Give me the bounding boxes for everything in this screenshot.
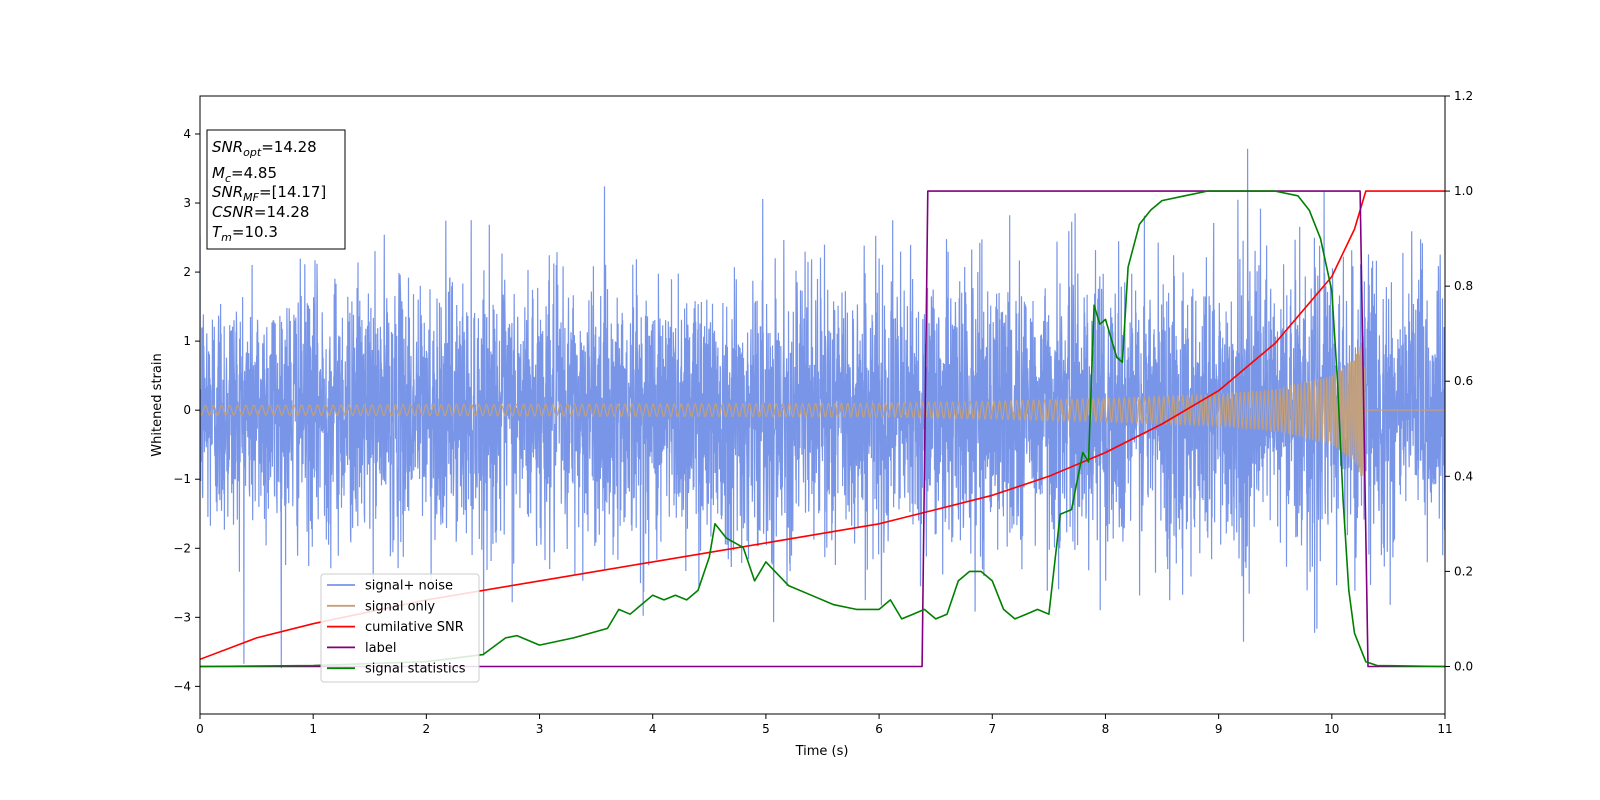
x-tick-label: 0 (196, 722, 204, 736)
annotation-base: SNR (212, 183, 243, 201)
x-tick-label: 9 (1215, 722, 1223, 736)
x-tick-label: 7 (988, 722, 996, 736)
y-right-tick-label: 0.6 (1454, 374, 1473, 388)
series-label-line (200, 190, 1445, 668)
annotation-value: =14.28 (261, 138, 317, 156)
y-right-tick-label: 1.2 (1454, 89, 1473, 103)
y-left-tick-label: 1 (183, 334, 191, 348)
x-tick-label: 1 (309, 722, 317, 736)
legend-signal-only-label: signal only (365, 599, 435, 614)
annotation-line: SNRopt=14.28 (212, 138, 317, 159)
legend-cumulative-snr-label: cumilative SNR (365, 620, 464, 635)
x-tick-label: 6 (875, 722, 883, 736)
annotation-value: =10.3 (232, 223, 278, 241)
series-signal-only-line (200, 341, 1445, 477)
x-axis: 0 1 2 3 4 5 6 7 8 9 10 11 (196, 714, 1453, 736)
legend-frame (320, 573, 480, 683)
annotation-subscript: c (225, 172, 231, 185)
y-right-tick-label: 0.8 (1454, 279, 1473, 293)
annotation-frame (206, 129, 346, 250)
x-tick-label: 11 (1437, 722, 1452, 736)
y-axis-right: 0.0 0.2 0.4 0.6 0.8 1.0 1.2 (1445, 89, 1473, 673)
legend-signal-statistics-label: signal statistics (365, 662, 466, 677)
series-signal-statistics-line (200, 190, 1445, 668)
y-right-tick-label: 0.0 (1454, 659, 1473, 673)
y-left-tick-label: 0 (183, 403, 191, 417)
annotation-box: SNRopt=14.28Mc=4.85SNRMF=[14.17]CSNR=14.… (206, 129, 346, 250)
annotation-value: =14.28 (254, 203, 310, 221)
annotation-line: CSNR=14.28 (212, 203, 309, 221)
x-tick-label: 5 (762, 722, 770, 736)
annotation-subscript: m (221, 231, 232, 244)
annotation-value: =[14.17] (259, 183, 326, 201)
y-axis-label: Whitened strain (150, 353, 165, 456)
x-tick-label: 4 (649, 722, 657, 736)
y-left-tick-label: 3 (183, 196, 191, 210)
legend-signal-noise-label: signal+ noise (365, 579, 453, 594)
y-axis-left: −4 −3 −2 −1 0 1 2 3 4 (173, 127, 200, 693)
annotation-base: T (212, 223, 223, 241)
y-right-tick-label: 0.2 (1454, 564, 1473, 578)
y-right-tick-label: 1.0 (1454, 184, 1473, 198)
x-tick-label: 3 (536, 722, 544, 736)
x-tick-label: 8 (1102, 722, 1110, 736)
annotation-line: Mc=4.85 (212, 164, 277, 185)
y-left-tick-label: −2 (173, 541, 191, 555)
y-left-tick-label: −1 (173, 472, 191, 486)
y-left-tick-label: 2 (183, 265, 191, 279)
annotation-base: CSNR (212, 203, 254, 221)
legend: signal+ noise signal only cumilative SNR la… (320, 573, 480, 683)
annotation-line: Tm=10.3 (212, 223, 278, 244)
x-tick-label: 2 (423, 722, 431, 736)
annotation-subscript: opt (243, 146, 262, 159)
x-tick-label: 10 (1324, 722, 1339, 736)
legend-label-label: label (365, 641, 396, 656)
x-axis-label: Time (s) (795, 744, 849, 759)
y-left-tick-label: −4 (173, 679, 191, 693)
annotation-base: SNR (212, 138, 243, 156)
annotation-base: M (212, 164, 225, 182)
annotation-line: SNRMF=[14.17] (212, 183, 326, 204)
y-right-tick-label: 0.4 (1454, 469, 1473, 483)
annotation-value: =4.85 (231, 164, 277, 182)
y-left-tick-label: 4 (183, 127, 191, 141)
y-left-tick-label: −3 (173, 610, 191, 624)
annotation-subscript: MF (243, 191, 259, 204)
plot-frame (199, 95, 1446, 715)
series-signal-noise-line (200, 148, 1445, 669)
